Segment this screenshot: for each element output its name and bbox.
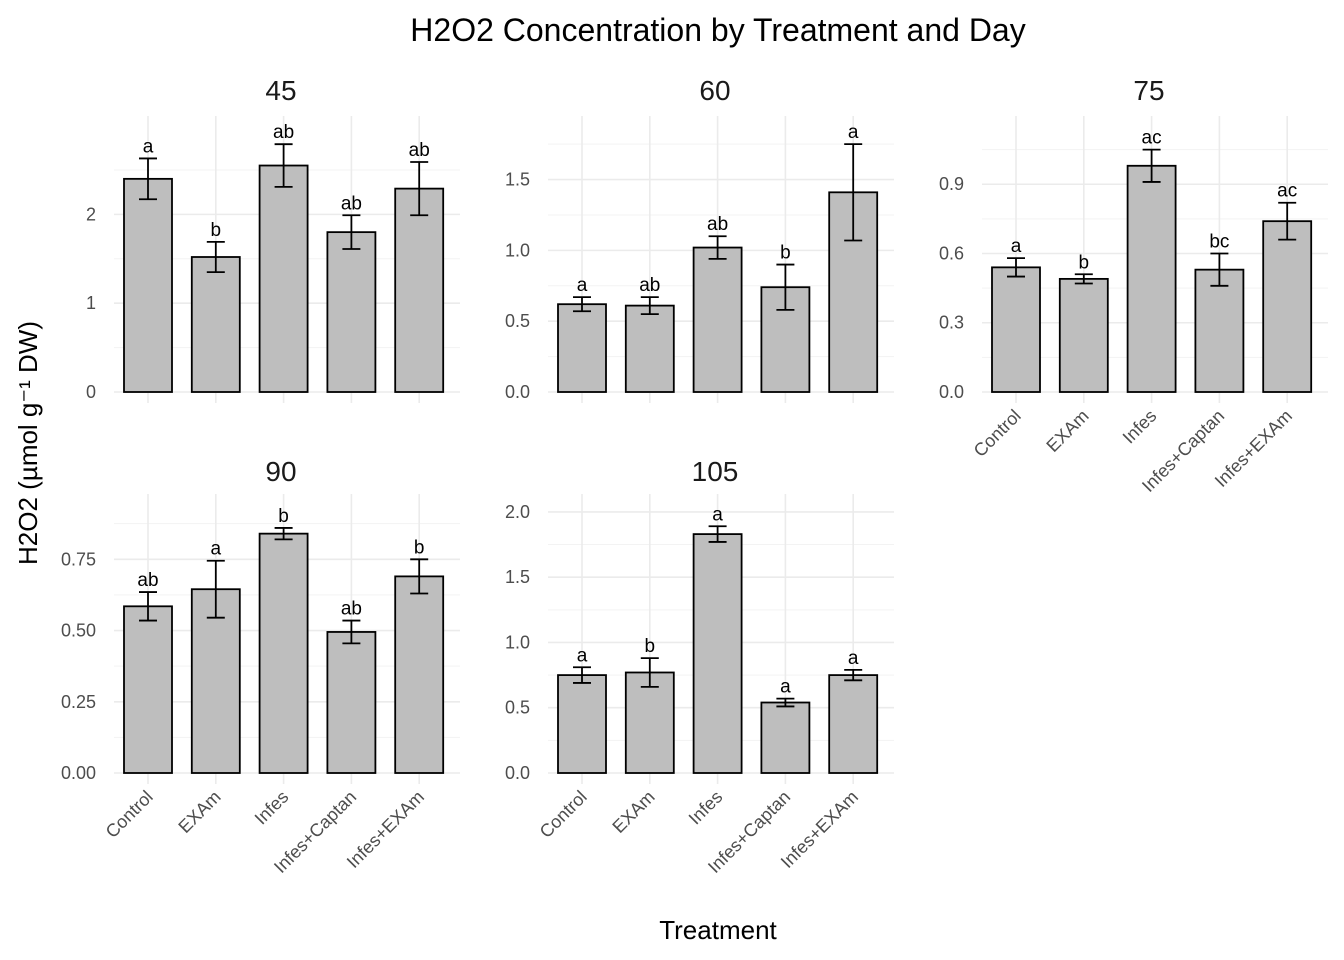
facet-title: 60	[699, 75, 730, 106]
x-tick-label: Control	[536, 787, 591, 842]
y-tick-label: 0.00	[61, 763, 96, 783]
x-axis-title: Treatment	[659, 915, 777, 945]
y-tick-label: 0.5	[505, 311, 530, 331]
significance-letter: a	[712, 504, 723, 525]
x-tick-label: Infes	[251, 787, 293, 829]
y-tick-label: 1.5	[505, 567, 530, 587]
significance-letter: ab	[341, 599, 362, 620]
y-tick-label: 0.6	[939, 243, 964, 263]
y-tick-label: 2.0	[505, 502, 530, 522]
bar-Infes+Captan	[326, 631, 377, 774]
facet-title: 90	[265, 456, 296, 487]
y-tick-label: 1.5	[505, 170, 530, 190]
significance-letter: b	[278, 506, 289, 527]
bar-Infes	[692, 533, 743, 774]
bar-EXAm	[624, 671, 675, 774]
x-tick-label: Infes	[685, 787, 727, 829]
bar-Infes+Captan	[760, 701, 811, 774]
y-tick-label: 0.0	[505, 763, 530, 783]
significance-letter: b	[645, 636, 656, 657]
facet-title: 45	[265, 75, 296, 106]
y-tick-label: 1	[86, 293, 96, 313]
x-tick-label: EXAm	[1042, 406, 1092, 456]
y-tick-label: 0.0	[939, 382, 964, 402]
significance-letter: a	[211, 539, 222, 560]
bar-Infes+EXAm	[1262, 220, 1313, 393]
y-tick-label: 0.5	[505, 698, 530, 718]
bar-Control	[991, 266, 1041, 393]
bar-Infes+EXAm	[394, 187, 445, 393]
significance-letter: a	[1011, 236, 1022, 257]
x-tick-label: Control	[970, 406, 1025, 461]
significance-letter: a	[577, 275, 588, 296]
bar-Infes+Captan	[1194, 268, 1245, 393]
y-tick-label: 0.50	[61, 621, 96, 641]
significance-letter: b	[1079, 252, 1090, 273]
significance-letter: b	[780, 243, 791, 264]
y-tick-label: 0.9	[939, 174, 964, 194]
significance-letter: ab	[137, 570, 158, 591]
x-tick-label: EXAm	[608, 787, 658, 837]
significance-letter: ac	[1142, 128, 1162, 149]
significance-letter: ab	[707, 214, 728, 235]
significance-letter: bc	[1209, 231, 1229, 252]
bar-Infes+Captan	[326, 231, 377, 393]
significance-letter: ab	[639, 275, 660, 296]
y-axis-title: H2O2 (µmol g⁻¹ DW)	[13, 321, 43, 565]
bar-Control	[557, 674, 607, 774]
significance-letter: ac	[1277, 181, 1297, 202]
significance-letter: a	[577, 645, 588, 666]
y-tick-label: 2	[86, 204, 96, 224]
bar-Infes	[1126, 164, 1177, 393]
bar-Control	[557, 303, 607, 393]
bar-Infes	[258, 532, 309, 774]
y-tick-label: 0	[86, 382, 96, 402]
y-tick-label: 0.25	[61, 692, 96, 712]
y-tick-label: 1.0	[505, 240, 530, 260]
significance-letter: b	[211, 220, 222, 241]
x-tick-label: EXAm	[174, 787, 224, 837]
facet-panel-60: 0.0 0.5 1.0 1.5 60 a ab ab b a	[505, 75, 894, 403]
bar-Infes+EXAm	[394, 575, 445, 774]
y-tick-label: 1.0	[505, 632, 530, 652]
x-tick-label: Infes	[1119, 406, 1161, 448]
facet-title: 75	[1133, 75, 1164, 106]
significance-letter: a	[780, 677, 791, 698]
significance-letter: a	[848, 648, 859, 669]
y-tick-label: 0.0	[505, 382, 530, 402]
bar-EXAm	[190, 588, 241, 774]
bar-Infes	[258, 164, 309, 393]
x-tick-label: Control	[102, 787, 157, 842]
bar-Control	[123, 177, 173, 393]
significance-letter: a	[143, 136, 154, 157]
facet-title: 105	[692, 456, 739, 487]
bar-Infes+EXAm	[828, 674, 879, 774]
bar-EXAm	[624, 304, 675, 393]
y-tick-label: 0.3	[939, 313, 964, 333]
y-tick-label: 0.75	[61, 549, 96, 569]
significance-letter: b	[414, 537, 425, 558]
chart-title: H2O2 Concentration by Treatment and Day	[410, 12, 1025, 48]
significance-letter: a	[848, 122, 859, 143]
significance-letter: ab	[341, 193, 362, 214]
bar-Infes	[692, 246, 743, 393]
bar-EXAm	[190, 256, 241, 393]
bar-EXAm	[1058, 277, 1109, 393]
significance-letter: ab	[409, 140, 430, 161]
significance-letter: ab	[273, 122, 294, 143]
bar-Control	[123, 605, 173, 774]
